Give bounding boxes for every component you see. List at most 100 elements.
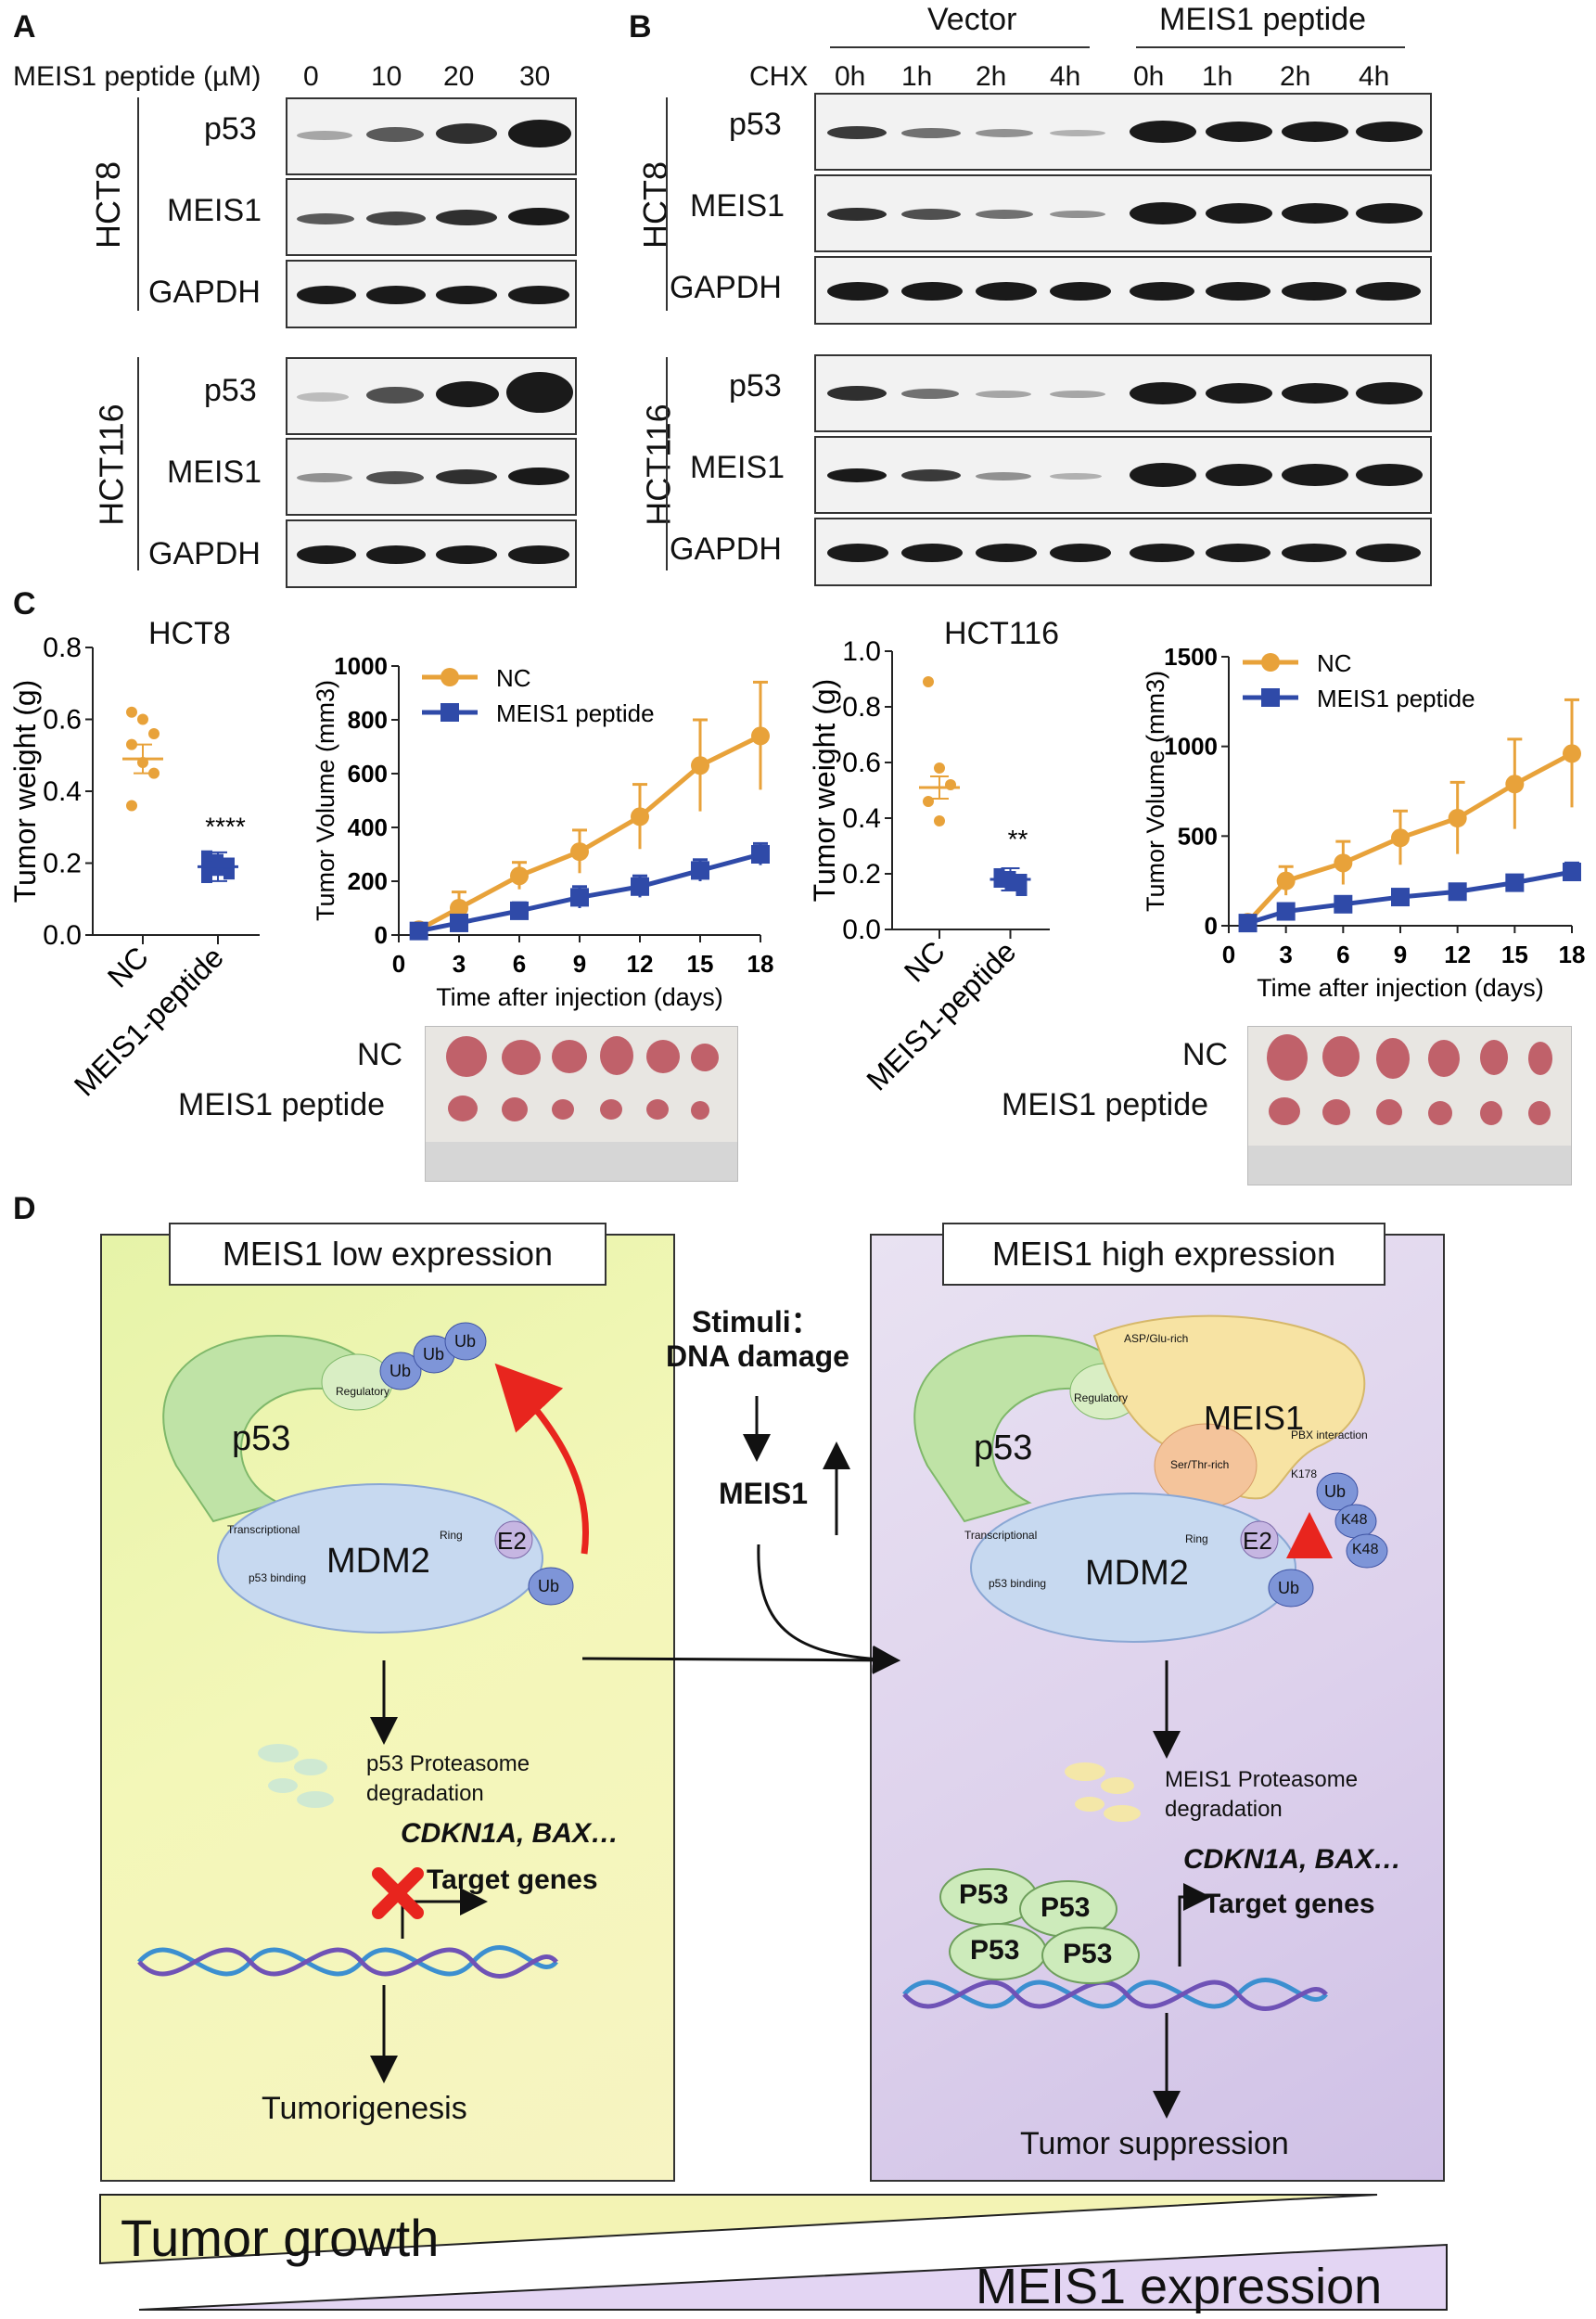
d-tumor-suppression: Tumor suppression <box>1020 2126 1289 2161</box>
d-meis1-expression: MEIS1 expression <box>976 2259 1383 2314</box>
a-hct116-gapdh-blot <box>286 519 577 588</box>
d-mdm2-right: MDM2 <box>1085 1554 1189 1593</box>
d-e2-left: E2 <box>497 1527 527 1555</box>
time-0h-m: 0h <box>1133 61 1165 92</box>
x-tick-label: 3 <box>1279 941 1292 968</box>
meis1-point <box>751 845 770 864</box>
nc-point <box>1563 744 1581 763</box>
a-hct116-p53-label: p53 <box>204 373 257 408</box>
d-asp-glu: ASP/Glu-rich <box>1124 1332 1189 1345</box>
significance-mark: **** <box>205 812 246 840</box>
meis1-point <box>1238 914 1258 933</box>
d-p53-t2: P53 <box>1041 1892 1091 1923</box>
legend-nc-marker <box>440 668 459 686</box>
data-point-nc <box>126 738 137 750</box>
panel-b-hct116-bracket <box>666 357 668 570</box>
nc-point <box>1391 828 1410 848</box>
x-tick-label: 3 <box>453 950 466 978</box>
y-tick-label: 0.6 <box>842 748 881 778</box>
d-mdm2-left: MDM2 <box>326 1542 430 1581</box>
legend-nc-label: NC <box>496 664 531 692</box>
y-tick-label: 400 <box>348 814 388 841</box>
b-hct116-meis1-blot <box>814 436 1432 514</box>
dna-left-strand-2 <box>137 1947 558 1979</box>
nc-point <box>510 866 529 886</box>
x-axis-title: Time after injection (days) <box>436 983 723 1011</box>
time-1h-m: 1h <box>1202 61 1233 92</box>
meis1-point <box>1448 882 1467 902</box>
d-regulatory-left: Regulatory <box>336 1385 390 1398</box>
x-tick-label: 0 <box>1222 941 1235 968</box>
time-2h-v: 2h <box>976 61 1007 92</box>
nc-point <box>631 807 649 826</box>
d-meis1-deg-1: MEIS1 Proteasome <box>1165 1767 1359 1792</box>
time-4h-m: 4h <box>1359 61 1390 92</box>
d-target-genes-left: Target genes <box>427 1864 598 1895</box>
nc-point <box>751 726 770 746</box>
dose-30: 30 <box>519 61 551 92</box>
x-tick-label: 0 <box>392 950 405 978</box>
a-hct116-meis1-blot <box>286 438 577 516</box>
ub-left-e2 <box>528 1567 574 1606</box>
d-ring-right: Ring <box>1185 1532 1208 1545</box>
y-tick-label: 0.2 <box>842 859 881 890</box>
d-tumor-growth: Tumor growth <box>121 2209 440 2267</box>
d-ring-left: Ring <box>440 1529 463 1542</box>
d-p53-deg-1: p53 Proteasome <box>366 1751 530 1776</box>
y-tick-label: 0 <box>375 921 388 949</box>
a-hct8-p53-blot <box>286 97 577 175</box>
arrow-low-to-high <box>581 1646 900 1674</box>
x-tick-label: 12 <box>1444 941 1471 968</box>
nc-point <box>1334 853 1353 873</box>
d-regulatory-right: Regulatory <box>1074 1391 1129 1404</box>
b-hct116-p53-label: p53 <box>729 368 782 404</box>
b-hct8-gapdh-blot <box>814 256 1432 325</box>
d-p53-deg-2: degradation <box>366 1781 484 1806</box>
panel-b-hct8-bracket <box>666 97 668 311</box>
time-4h-v: 4h <box>1050 61 1081 92</box>
time-0h-v: 0h <box>835 61 866 92</box>
d-genes-left: CDKN1A, BAX… <box>401 1818 619 1849</box>
y-tick-label: 0.4 <box>43 776 82 807</box>
time-1h-v: 1h <box>901 61 933 92</box>
data-point-nc <box>934 762 945 774</box>
x-tick-label: 6 <box>513 950 526 978</box>
y-tick-label: 1000 <box>1164 733 1218 761</box>
meis1-peptide-underline <box>1136 46 1405 48</box>
meis1-expression-wedge <box>138 2243 1448 2311</box>
dose-0: 0 <box>303 61 319 92</box>
data-point-nc <box>148 728 160 739</box>
meis1-protein <box>1092 1314 1366 1500</box>
d-p53-t4: P53 <box>1063 1939 1113 1969</box>
target-gene-arrow-right <box>1178 1883 1211 1967</box>
data-point-nc <box>934 815 945 826</box>
nc-point <box>570 842 589 862</box>
regulatory-domain-left <box>321 1353 393 1411</box>
d-stimuli: Stimuli： <box>692 1305 821 1339</box>
low-expression-title: MEIS1 low expression <box>169 1223 606 1286</box>
panel-a-hct8-bracket <box>137 97 139 311</box>
d-ub-right-1: Ub <box>1324 1482 1347 1501</box>
d-meis1-deg-2: degradation <box>1165 1797 1283 1822</box>
d-ser-thr: Ser/Thr-rich <box>1170 1458 1230 1471</box>
a-hct116-meis1-label: MEIS1 <box>167 455 262 490</box>
hct116-volume-chart: 0 500 1000 1500 0 3 6 9 12 15 18 Time after injecti… <box>1142 643 1585 1002</box>
d-p53-binding-right: p53 binding <box>989 1577 1047 1590</box>
d-ub-right-e2: Ub <box>1278 1579 1300 1597</box>
d-ub-left-1: Ub <box>389 1362 412 1380</box>
legend-meis1-marker <box>1261 688 1280 707</box>
b-hct8-meis1-blot <box>814 174 1432 252</box>
c-hct8-title: HCT8 <box>148 616 231 651</box>
legend-meis1-label: MEIS1 peptide <box>1317 685 1475 712</box>
nc-point <box>1448 809 1467 827</box>
d-target-genes-right: Target genes <box>1204 1889 1375 1919</box>
d-ub-left-e2: Ub <box>538 1577 560 1595</box>
y-axis-title: Tumor Volume (mm3) <box>1142 671 1169 912</box>
data-point-nc <box>923 676 934 687</box>
b-hct8-p53-label: p53 <box>729 107 782 142</box>
x-tick-label: 18 <box>1559 941 1586 968</box>
a-hct8-gapdh-label: GAPDH <box>148 275 261 310</box>
b-hct116-p53-blot <box>814 354 1432 432</box>
b-hct8-gapdh-label: GAPDH <box>670 270 782 305</box>
